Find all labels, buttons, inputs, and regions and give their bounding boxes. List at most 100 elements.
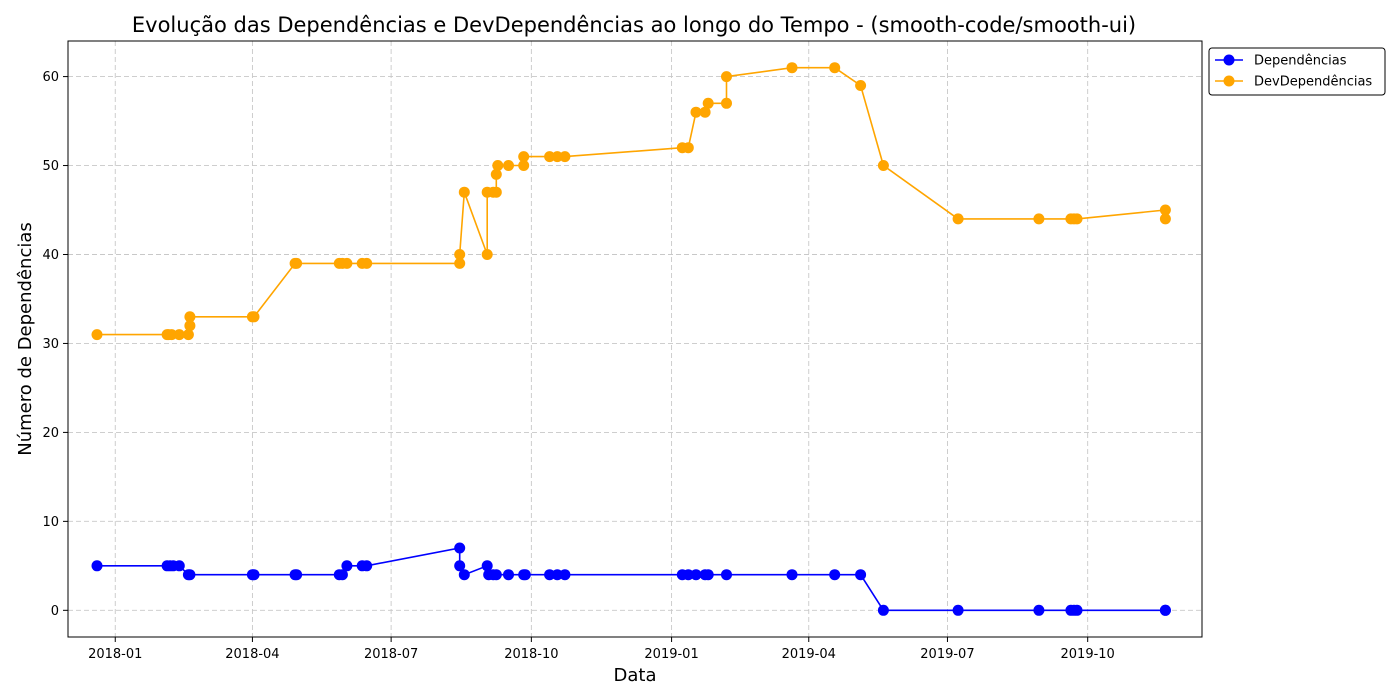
chart-title: Evolução das Dependências e DevDependênc… <box>132 13 1136 37</box>
legend-box <box>1208 47 1386 96</box>
data-point <box>490 168 502 180</box>
data-point <box>454 542 466 554</box>
data-point <box>248 311 260 323</box>
data-point <box>1159 204 1171 216</box>
x-axis-label: Data <box>614 665 657 686</box>
x-tick-label: 2018-10 <box>504 647 558 662</box>
y-tick-label: 10 <box>42 515 59 530</box>
data-point <box>173 329 185 341</box>
data-point <box>519 569 531 581</box>
legend-marker <box>1223 54 1235 66</box>
data-point <box>544 151 556 163</box>
data-point <box>341 257 353 269</box>
x-tick-label: 2018-07 <box>364 647 418 662</box>
series-devdependencias <box>91 62 1171 341</box>
data-point <box>721 569 732 581</box>
data-point <box>336 569 348 581</box>
data-point <box>690 106 702 118</box>
y-axis-label: Número de Dependências <box>15 222 36 456</box>
data-point <box>454 560 466 572</box>
series-line <box>97 66 1167 336</box>
data-point <box>341 560 353 572</box>
y-tick-label: 50 <box>42 159 59 174</box>
data-point <box>682 142 694 154</box>
x-tick-label: 2019-01 <box>644 647 698 662</box>
data-point <box>490 569 502 581</box>
data-point <box>503 160 514 171</box>
data-point <box>721 97 732 109</box>
data-point <box>361 257 373 269</box>
data-point <box>182 329 194 341</box>
data-point <box>248 569 260 581</box>
data-point <box>454 249 466 260</box>
data-point <box>91 560 103 572</box>
x-tick-label: 2019-07 <box>920 647 974 662</box>
data-point <box>877 160 889 171</box>
data-point <box>503 569 514 581</box>
data-point <box>699 106 711 118</box>
series-line <box>97 547 1166 612</box>
data-point <box>458 186 470 198</box>
series-layer <box>91 62 1171 616</box>
data-point <box>91 329 103 341</box>
x-axis: 2018-01 2018-04 2018-07 2018-10 2019-01 2019-… <box>88 637 1115 662</box>
data-point <box>481 560 493 572</box>
data-point <box>184 569 196 581</box>
data-point <box>829 569 841 581</box>
x-tick-label: 2018-01 <box>88 647 142 662</box>
data-point <box>166 329 178 341</box>
data-point <box>786 569 798 581</box>
legend-label: Dependências <box>1254 54 1347 69</box>
data-point <box>551 569 563 581</box>
data-point <box>492 160 504 171</box>
data-point <box>1071 604 1083 616</box>
x-tick-label: 2018-04 <box>225 647 279 662</box>
data-point <box>690 569 702 581</box>
data-point <box>952 213 964 225</box>
data-point <box>1071 213 1083 225</box>
data-point <box>559 151 571 163</box>
data-point <box>490 186 502 198</box>
data-point <box>1033 213 1045 225</box>
y-axis: 0 10 20 30 40 50 60 <box>42 70 68 619</box>
data-point <box>458 569 470 581</box>
y-tick-label: 40 <box>42 248 59 263</box>
data-point <box>518 151 530 163</box>
data-point <box>682 569 694 581</box>
data-point <box>481 249 493 260</box>
x-tick-label: 2019-04 <box>782 647 836 662</box>
data-point <box>291 569 303 581</box>
data-point <box>518 160 530 171</box>
data-point <box>291 257 303 269</box>
data-point <box>829 62 841 74</box>
data-point <box>184 320 196 332</box>
data-point <box>184 311 196 323</box>
data-point <box>702 569 714 581</box>
y-tick-label: 60 <box>42 70 59 85</box>
data-point <box>1033 604 1045 616</box>
legend-marker <box>1223 75 1235 87</box>
y-tick-label: 30 <box>42 337 59 352</box>
data-point <box>1159 213 1171 225</box>
series-dependencias <box>91 542 1171 616</box>
grid <box>68 41 1202 637</box>
data-point <box>551 151 563 163</box>
data-point <box>877 604 889 616</box>
legend-label: DevDependências <box>1254 75 1372 90</box>
legend: Dependências DevDependências <box>1208 47 1386 96</box>
data-point <box>454 257 466 269</box>
plot-frame <box>67 40 1203 638</box>
data-point <box>702 97 714 109</box>
data-point <box>952 604 964 616</box>
y-tick-label: 0 <box>51 604 59 619</box>
data-point <box>559 569 571 581</box>
data-point <box>361 560 373 572</box>
data-point <box>544 569 556 581</box>
data-point <box>1159 604 1171 616</box>
data-point <box>721 71 732 83</box>
y-tick-label: 20 <box>42 426 59 441</box>
x-tick-label: 2019-10 <box>1061 647 1115 662</box>
data-point <box>786 62 798 74</box>
data-point <box>855 569 867 581</box>
